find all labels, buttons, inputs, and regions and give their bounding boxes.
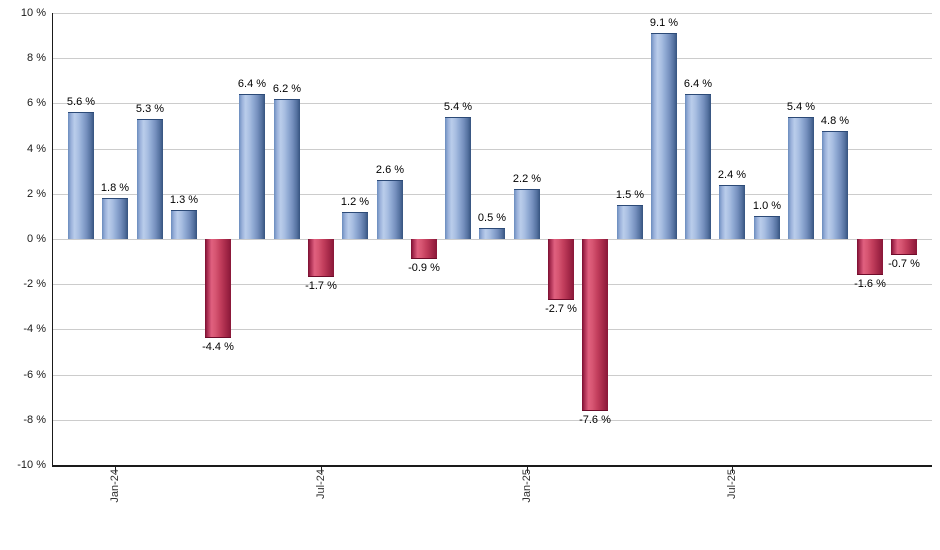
bar[interactable]: [239, 94, 265, 239]
x-axis-tick: [115, 467, 116, 473]
gridline: [52, 375, 932, 376]
bar-value-label: 1.3 %: [169, 194, 199, 206]
bar[interactable]: [479, 228, 505, 239]
bar-value-label: 2.2 %: [512, 173, 542, 185]
bar-value-label: 5.3 %: [135, 103, 165, 115]
gridline: [52, 329, 932, 330]
y-axis-tick-label: -2 %: [23, 278, 46, 290]
bar-value-label: -0.7 %: [888, 258, 920, 270]
bar[interactable]: [68, 112, 94, 239]
bar[interactable]: [857, 239, 883, 275]
bar[interactable]: [788, 117, 814, 239]
y-axis-tick-label: 4 %: [27, 143, 46, 155]
gridline: [52, 284, 932, 285]
bar[interactable]: [102, 198, 128, 239]
bar-value-label: 1.8 %: [100, 182, 130, 194]
x-axis-tick: [732, 467, 733, 473]
bar-value-label: 1.0 %: [752, 200, 782, 212]
x-axis-tick-label: Jan-25: [521, 469, 533, 503]
bar-value-label: 1.5 %: [615, 189, 645, 201]
x-axis-tick-label: Jan-24: [109, 469, 121, 503]
x-axis-tick: [321, 467, 322, 473]
y-axis-tick-label: 8 %: [27, 52, 46, 64]
bar-value-label: 9.1 %: [649, 17, 679, 29]
bar-value-label: 5.4 %: [443, 101, 473, 113]
bar[interactable]: [377, 180, 403, 239]
bar[interactable]: [308, 239, 334, 277]
y-axis-tick-label: 2 %: [27, 188, 46, 200]
bar[interactable]: [822, 131, 848, 239]
bar-value-label: 6.2 %: [272, 83, 302, 95]
y-axis-tick-label: -4 %: [23, 323, 46, 335]
bar[interactable]: [651, 33, 677, 239]
x-axis: [52, 465, 932, 467]
bar[interactable]: [548, 239, 574, 300]
bar-value-label: -4.4 %: [202, 341, 234, 353]
bar-value-label: 5.4 %: [786, 101, 816, 113]
y-axis-tick-label: -8 %: [23, 414, 46, 426]
bar-value-label: 2.4 %: [717, 169, 747, 181]
x-axis-tick-label: Jul-24: [315, 469, 327, 499]
bar[interactable]: [754, 216, 780, 239]
gridline: [52, 58, 932, 59]
gridline: [52, 13, 932, 14]
bar-value-label: 0.5 %: [477, 212, 507, 224]
y-axis-tick-label: -6 %: [23, 369, 46, 381]
bar-value-label: 5.6 %: [66, 96, 96, 108]
y-axis-tick-label: 6 %: [27, 97, 46, 109]
bar[interactable]: [617, 205, 643, 239]
bar[interactable]: [719, 185, 745, 239]
bar[interactable]: [342, 212, 368, 239]
bar[interactable]: [685, 94, 711, 239]
gridline: [52, 239, 932, 240]
bar-value-label: 2.6 %: [375, 164, 405, 176]
bar-value-label: 6.4 %: [683, 78, 713, 90]
bar[interactable]: [582, 239, 608, 411]
bar[interactable]: [274, 99, 300, 239]
bar[interactable]: [445, 117, 471, 239]
bar[interactable]: [411, 239, 437, 259]
bar[interactable]: [205, 239, 231, 338]
bar[interactable]: [171, 210, 197, 239]
bar[interactable]: [891, 239, 917, 255]
x-axis-tick-label: Jul-25: [726, 469, 738, 499]
bar-value-label: 4.8 %: [820, 115, 850, 127]
bar-value-label: -2.7 %: [545, 303, 577, 315]
bar-value-label: -7.6 %: [579, 414, 611, 426]
y-axis-tick-label: 10 %: [20, 7, 46, 19]
y-axis: [52, 13, 53, 465]
bar-value-label: -1.6 %: [854, 278, 886, 290]
x-axis-tick: [527, 467, 528, 473]
gridline: [52, 420, 932, 421]
y-axis-tick-label: -10 %: [17, 459, 46, 471]
bar-value-label: 6.4 %: [237, 78, 267, 90]
bar-value-label: -1.7 %: [305, 280, 337, 292]
bar[interactable]: [137, 119, 163, 239]
bar[interactable]: [514, 189, 540, 239]
bar-value-label: 1.2 %: [340, 196, 370, 208]
y-axis-tick-label: 0 %: [27, 233, 46, 245]
bar-value-label: -0.9 %: [408, 262, 440, 274]
